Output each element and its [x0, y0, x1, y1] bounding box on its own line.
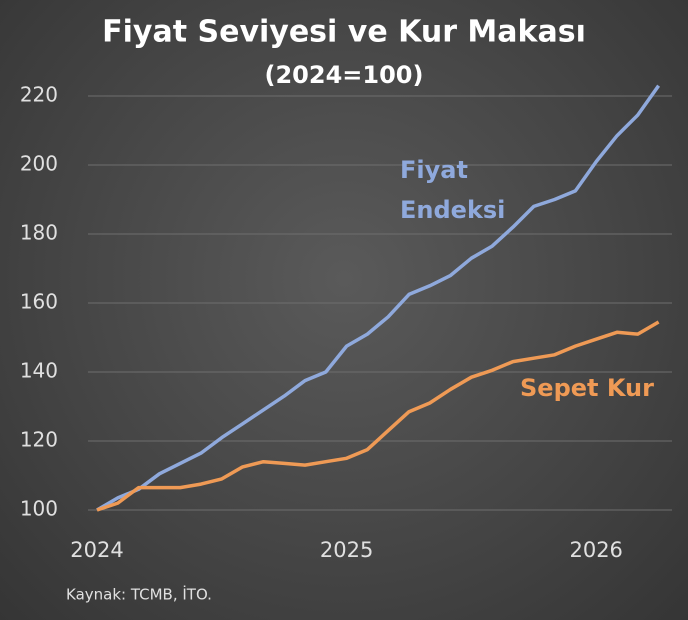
y-tick-label: 160	[20, 290, 58, 314]
y-tick-label: 180	[20, 221, 58, 245]
series-label: Fiyat Endeksi	[400, 156, 506, 224]
chart-subtitle: (2024=100)	[265, 61, 424, 89]
y-tick-label: 200	[20, 152, 58, 176]
chart-title: Fiyat Seviyesi ve Kur Makası	[102, 15, 586, 50]
y-tick-label: 220	[20, 83, 58, 107]
y-tick-label: 120	[20, 428, 58, 452]
series-line	[96, 320, 660, 512]
x-tick-label: 2026	[569, 538, 622, 562]
x-tick-label: 2024	[70, 538, 123, 562]
series-line	[96, 84, 661, 512]
y-tick-label: 140	[20, 359, 58, 383]
x-tick-label: 2025	[320, 538, 373, 562]
source-note: Kaynak: TCMB, İTO.	[66, 585, 212, 604]
y-tick-label: 100	[20, 497, 58, 521]
series-label: Sepet Kur	[520, 374, 654, 402]
